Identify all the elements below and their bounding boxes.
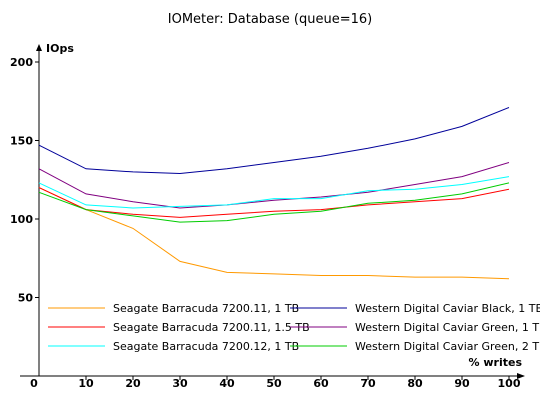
- chart-title: IOMeter: Database (queue=16): [168, 12, 372, 27]
- legend-item-3: Seagate Barracuda 7200.11, 1.5 TB: [48, 321, 310, 334]
- series-line-2: [38, 107, 510, 175]
- series-line-1: [38, 187, 510, 280]
- x-tick-label: 90: [454, 377, 470, 390]
- x-tick-label: 80: [407, 377, 423, 390]
- legend-label: Western Digital Caviar Green, 1 TB: [355, 321, 540, 334]
- legend-item-4: Western Digital Caviar Green, 1 TB: [290, 321, 540, 334]
- series-group: [38, 107, 510, 280]
- legend: Seagate Barracuda 7200.11, 1 TB Western D…: [48, 302, 540, 353]
- x-tick-label: 70: [360, 377, 376, 390]
- y-tick-label: 50: [18, 292, 34, 305]
- x-tick-label: 20: [125, 377, 141, 390]
- x-axis-arrow: [517, 373, 525, 379]
- legend-item-1: Seagate Barracuda 7200.11, 1 TB: [48, 302, 299, 315]
- series-line-6: [38, 182, 510, 223]
- x-tick-label: 0: [30, 377, 38, 390]
- y-tick-label: 150: [10, 135, 33, 148]
- legend-item-6: Western Digital Caviar Green, 2 TB: [290, 340, 540, 353]
- y-axis-label: IOps: [46, 42, 74, 55]
- series-line-3: [38, 187, 510, 218]
- x-tick-label: 10: [78, 377, 94, 390]
- legend-label: Seagate Barracuda 7200.11, 1 TB: [113, 302, 299, 315]
- y-tick-label: 200: [10, 56, 33, 69]
- x-tick-label: 100: [498, 377, 521, 390]
- series-line-5: [38, 176, 510, 209]
- legend-label: Western Digital Caviar Green, 2 TB: [355, 340, 540, 353]
- x-tick-label: 50: [266, 377, 282, 390]
- legend-label: Seagate Barracuda 7200.12, 1 TB: [113, 340, 299, 353]
- legend-item-2: Western Digital Caviar Black, 1 TB: [290, 302, 540, 315]
- axes: 50 100 150 200 0 10 20 30 40 50 60 70 80 90 100 IOps % w…: [10, 42, 525, 390]
- x-tick-label: 60: [313, 377, 329, 390]
- x-tick-label: 30: [172, 377, 188, 390]
- legend-label: Seagate Barracuda 7200.11, 1.5 TB: [113, 321, 310, 334]
- legend-label: Western Digital Caviar Black, 1 TB: [355, 302, 540, 315]
- legend-item-5: Seagate Barracuda 7200.12, 1 TB: [48, 340, 299, 353]
- y-tick-label: 100: [10, 213, 33, 226]
- y-axis-arrow: [36, 44, 42, 51]
- series-line-4: [38, 162, 510, 209]
- x-axis-label: % writes: [469, 356, 523, 369]
- x-tick-label: 40: [219, 377, 235, 390]
